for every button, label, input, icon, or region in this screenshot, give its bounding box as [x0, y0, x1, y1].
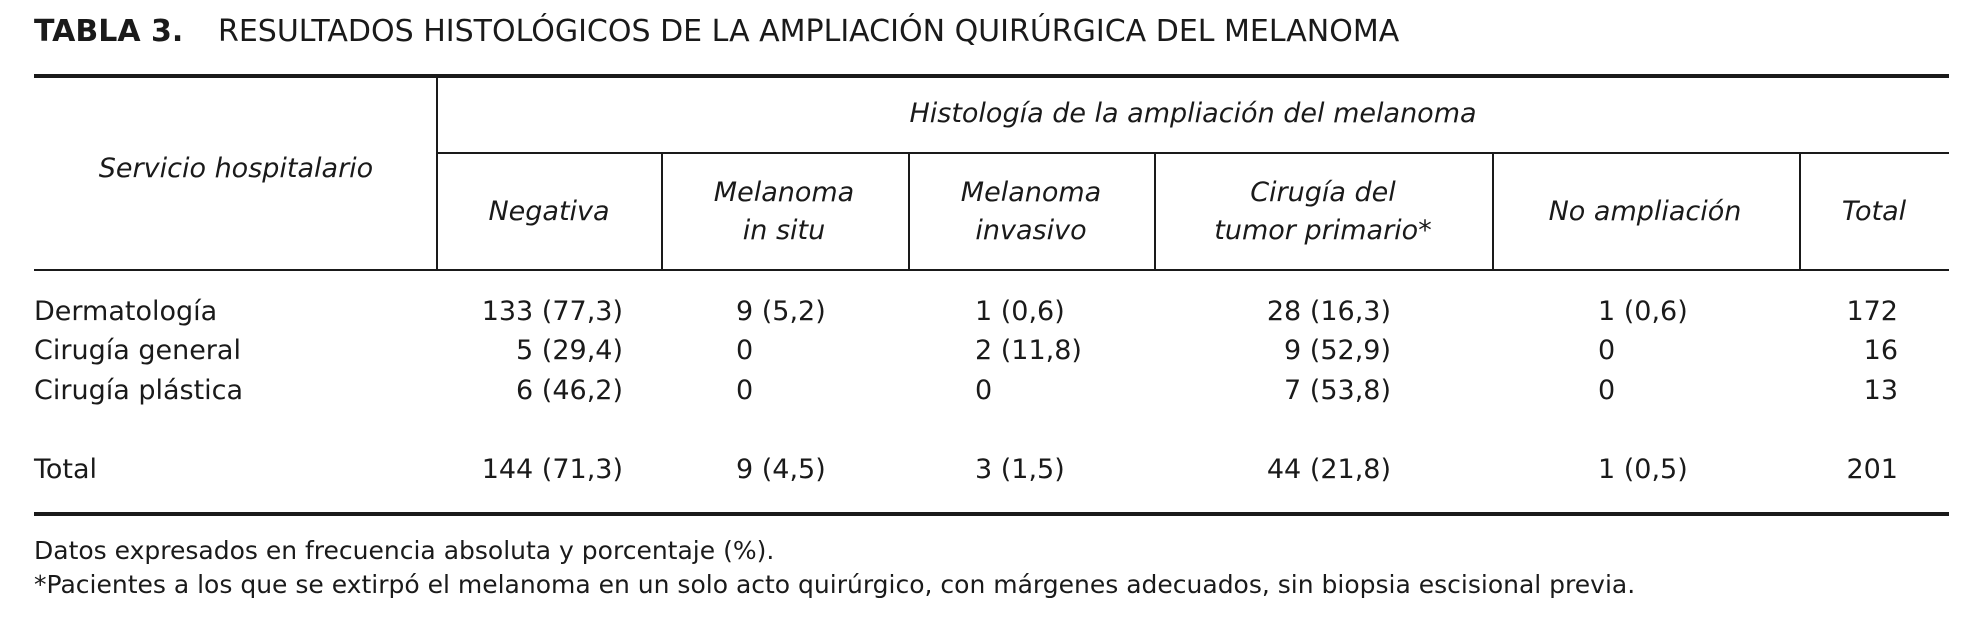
- footnote: Datos expresados en frecuencia absoluta …: [34, 536, 775, 565]
- row-label: Cirugía plástica: [34, 375, 244, 406]
- table-title: RESULTADOS HISTOLÓGICOS DE LA AMPLIACIÓN…: [218, 14, 1400, 49]
- cell: 0: [736, 375, 754, 406]
- cell: 3 (1,5): [975, 454, 1065, 485]
- cell: 0: [1598, 375, 1616, 406]
- cell: 6 (46,2): [516, 375, 623, 406]
- cell: 9 (52,9): [1284, 335, 1391, 366]
- col-divider: [1799, 153, 1801, 270]
- table-label: TABLA 3.: [34, 14, 184, 49]
- cell: 201: [1846, 454, 1898, 485]
- cell: 0: [1598, 335, 1616, 366]
- cell: 133 (77,3): [481, 296, 623, 327]
- column-header: Melanoma: [960, 177, 1102, 208]
- cell: 28 (16,3): [1266, 296, 1391, 327]
- footnote: *Pacientes a los que se extirpó el melan…: [34, 570, 1636, 599]
- top-rule: [34, 74, 1949, 78]
- cell: 44 (21,8): [1266, 454, 1391, 485]
- col-divider: [908, 153, 910, 270]
- cell: 13: [1863, 375, 1898, 406]
- col-divider: [1492, 153, 1494, 270]
- cell: 2 (11,8): [975, 335, 1082, 366]
- row-label: Dermatología: [34, 296, 218, 327]
- cell: 1 (0,5): [1598, 454, 1688, 485]
- column-header: No ampliación: [1548, 196, 1742, 227]
- column-header: Total: [1841, 196, 1907, 227]
- cell: 1 (0,6): [975, 296, 1065, 327]
- col-divider: [436, 76, 438, 270]
- header-rule: [34, 269, 1949, 271]
- column-header: tumor primario*: [1214, 215, 1432, 246]
- group-rule: [437, 152, 1949, 154]
- cell: 5 (29,4): [516, 335, 623, 366]
- cell: 9 (5,2): [736, 296, 826, 327]
- col-divider: [661, 153, 663, 270]
- cell: 7 (53,8): [1284, 375, 1391, 406]
- row-header: Servicio hospitalario: [98, 153, 374, 184]
- row-label: Cirugía general: [34, 335, 241, 366]
- cell: 172: [1846, 296, 1898, 327]
- column-header: Melanoma: [713, 177, 855, 208]
- row-label: Total: [34, 454, 98, 485]
- cell: 9 (4,5): [736, 454, 826, 485]
- cell: 0: [736, 335, 754, 366]
- cell: 144 (71,3): [481, 454, 623, 485]
- bottom-rule: [34, 512, 1949, 516]
- col-divider: [1154, 153, 1156, 270]
- column-header: in situ: [742, 215, 826, 246]
- column-header: Negativa: [488, 196, 610, 227]
- column-header: Cirugía del: [1250, 177, 1396, 208]
- cell: 0: [975, 375, 993, 406]
- group-header: Histología de la ampliación del melanoma: [909, 98, 1477, 129]
- cell: 16: [1863, 335, 1898, 366]
- cell: 1 (0,6): [1598, 296, 1688, 327]
- column-header: invasivo: [975, 215, 1087, 246]
